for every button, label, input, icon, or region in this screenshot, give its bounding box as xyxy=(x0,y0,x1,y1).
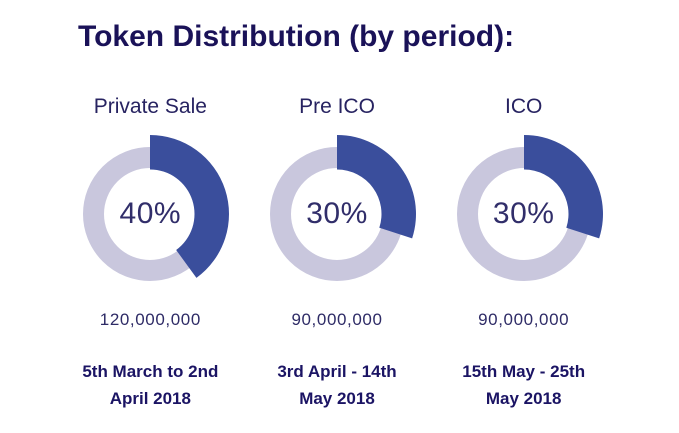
period-label: 15th May - 25th May 2018 xyxy=(462,358,585,412)
donut-chart xyxy=(270,135,416,281)
period-line: April 2018 xyxy=(109,389,191,408)
donut-segment xyxy=(150,135,230,278)
period-line: 15th May - 25th xyxy=(462,362,586,381)
chart-label: Pre ICO xyxy=(299,95,375,118)
donut-chart-private-sale: 40% xyxy=(67,131,233,297)
period-line: 5th March to 2nd xyxy=(82,362,219,381)
donut-segment xyxy=(523,135,603,239)
token-amount: 120,000,000 xyxy=(99,310,201,329)
donut-segment xyxy=(337,135,416,239)
token-amount: 90,000,000 xyxy=(291,310,383,329)
token-amount: 90,000,000 xyxy=(478,310,570,329)
chart-column-ico: ICO 30% 90,000,000 15th May - 25th May 2… xyxy=(430,94,617,412)
charts-row: Private Sale 40% 120,000,000 5th March t… xyxy=(57,94,617,412)
period-line: May 2018 xyxy=(485,389,562,408)
donut-chart-pre-ico: 30% xyxy=(254,131,420,297)
chart-column-private-sale: Private Sale 40% 120,000,000 5th March t… xyxy=(57,94,244,412)
period-line: 3rd April - 14th xyxy=(277,362,397,381)
donut-chart xyxy=(83,135,230,281)
chart-label: Private Sale xyxy=(93,95,207,118)
page-title: Token Distribution (by period): xyxy=(78,20,515,53)
donut-chart-ico: 30% xyxy=(441,131,607,297)
period-label: 3rd April - 14th May 2018 xyxy=(277,358,396,412)
period-line: May 2018 xyxy=(299,389,375,408)
donut-chart xyxy=(456,135,603,281)
chart-column-pre-ico: Pre ICO 30% 90,000,000 3rd April - 14th … xyxy=(244,94,431,412)
chart-label: ICO xyxy=(505,95,543,118)
period-label: 5th March to 2nd April 2018 xyxy=(82,358,218,412)
